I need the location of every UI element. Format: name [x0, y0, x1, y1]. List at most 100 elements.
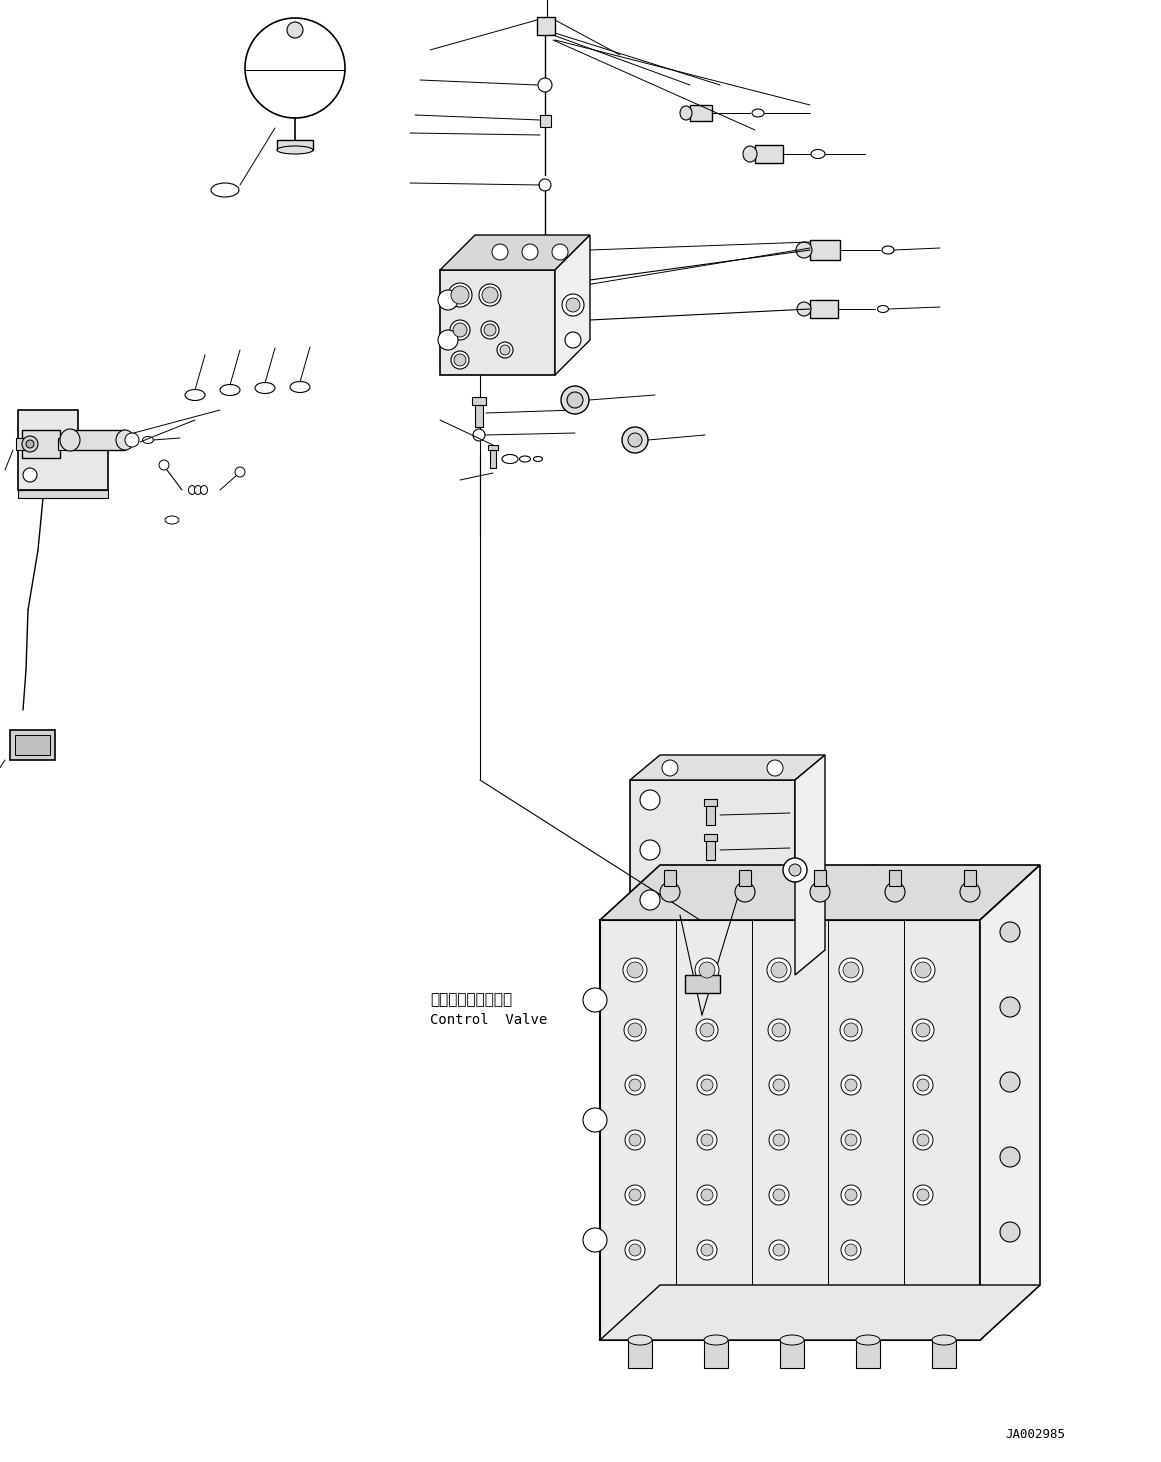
Circle shape [845, 1079, 857, 1091]
Bar [740, 870, 751, 886]
Circle shape [810, 882, 830, 902]
Text: JA002985: JA002985 [1005, 1428, 1065, 1442]
Circle shape [448, 284, 473, 307]
Circle shape [701, 1244, 713, 1256]
Circle shape [841, 1130, 861, 1151]
Bar [277, 140, 313, 151]
Circle shape [1000, 1072, 1021, 1092]
Circle shape [772, 1023, 786, 1037]
Circle shape [125, 433, 139, 447]
Circle shape [885, 882, 906, 902]
Circle shape [701, 1135, 713, 1146]
Circle shape [697, 1240, 717, 1260]
Circle shape [789, 864, 801, 876]
Circle shape [640, 789, 659, 810]
Circle shape [913, 1130, 933, 1151]
Circle shape [539, 178, 551, 192]
Circle shape [438, 289, 457, 310]
Ellipse shape [255, 383, 275, 393]
Ellipse shape [116, 430, 134, 450]
Bar [685, 975, 720, 993]
Circle shape [767, 958, 791, 982]
Bar [856, 1341, 880, 1368]
Bar [19, 490, 108, 499]
Circle shape [450, 320, 470, 341]
Circle shape [773, 1079, 785, 1091]
Circle shape [623, 958, 647, 982]
Circle shape [567, 298, 580, 311]
Circle shape [913, 1186, 933, 1205]
Bar [540, 115, 551, 127]
Circle shape [538, 77, 551, 92]
Bar [630, 781, 795, 975]
Circle shape [1000, 1222, 1021, 1243]
Circle shape [773, 1244, 785, 1256]
Bar [810, 240, 841, 260]
Ellipse shape [67, 442, 81, 449]
Circle shape [697, 1075, 717, 1095]
Circle shape [500, 345, 510, 355]
Bar [706, 841, 715, 860]
Circle shape [482, 287, 498, 303]
Circle shape [565, 332, 580, 348]
Circle shape [522, 244, 538, 260]
Circle shape [697, 1130, 717, 1151]
Bar [628, 1341, 652, 1368]
Circle shape [1000, 923, 1021, 942]
Circle shape [845, 1244, 857, 1256]
Ellipse shape [502, 455, 518, 463]
Polygon shape [600, 1285, 1040, 1341]
Ellipse shape [878, 306, 888, 313]
Circle shape [26, 440, 34, 447]
Circle shape [841, 1019, 861, 1041]
Circle shape [583, 1108, 607, 1132]
Circle shape [913, 1019, 933, 1041]
Bar [889, 870, 901, 886]
Circle shape [917, 1079, 929, 1091]
Circle shape [767, 760, 783, 776]
Circle shape [628, 433, 642, 447]
Circle shape [245, 18, 345, 118]
Circle shape [844, 1023, 858, 1037]
Circle shape [497, 342, 513, 358]
Circle shape [659, 882, 680, 902]
Circle shape [917, 1189, 929, 1200]
Ellipse shape [201, 485, 208, 494]
Bar [704, 833, 717, 841]
Circle shape [839, 958, 863, 982]
Circle shape [629, 1189, 641, 1200]
Ellipse shape [60, 428, 80, 450]
Circle shape [769, 1075, 789, 1095]
Bar [15, 735, 50, 754]
Circle shape [960, 882, 980, 902]
Circle shape [625, 1240, 646, 1260]
Bar [58, 439, 68, 450]
Circle shape [551, 244, 568, 260]
Bar [490, 450, 496, 468]
Circle shape [701, 1189, 713, 1200]
Circle shape [567, 392, 583, 408]
Circle shape [625, 1130, 646, 1151]
Bar [70, 430, 125, 450]
Circle shape [622, 427, 648, 453]
Circle shape [479, 284, 502, 306]
Text: コントロールバルブ: コントロールバルブ [430, 993, 512, 1007]
Bar [488, 444, 498, 450]
Bar [10, 730, 55, 760]
Circle shape [629, 1079, 641, 1091]
Circle shape [699, 962, 715, 978]
Ellipse shape [188, 485, 195, 494]
Ellipse shape [752, 110, 764, 117]
Ellipse shape [680, 107, 692, 120]
Circle shape [915, 962, 931, 978]
Circle shape [450, 351, 469, 368]
Circle shape [473, 428, 485, 442]
Circle shape [783, 858, 807, 882]
Polygon shape [555, 235, 590, 374]
Circle shape [662, 760, 678, 776]
Circle shape [453, 323, 467, 338]
Circle shape [583, 1228, 607, 1251]
Bar [600, 920, 980, 1341]
Circle shape [625, 1186, 646, 1205]
Ellipse shape [704, 1335, 728, 1345]
